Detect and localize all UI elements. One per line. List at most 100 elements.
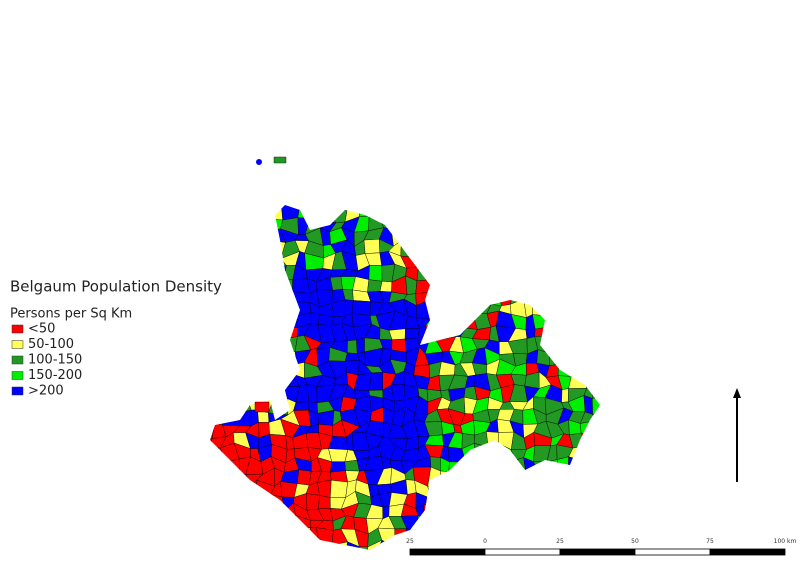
district	[558, 470, 569, 485]
district	[393, 544, 402, 550]
district	[543, 470, 563, 482]
district	[238, 337, 252, 356]
district	[318, 540, 333, 550]
district	[210, 506, 216, 519]
district	[558, 253, 571, 270]
district	[356, 546, 368, 550]
district	[509, 457, 527, 474]
district	[607, 251, 623, 268]
district	[210, 205, 214, 207]
district	[223, 359, 238, 372]
district	[210, 386, 226, 401]
district	[319, 205, 330, 211]
district	[440, 470, 452, 486]
district	[212, 299, 225, 319]
district	[222, 302, 240, 319]
district	[452, 239, 467, 259]
district	[485, 216, 501, 232]
district	[236, 396, 252, 413]
district	[532, 461, 548, 475]
district	[437, 506, 454, 522]
district	[210, 371, 225, 388]
district	[568, 373, 587, 389]
district	[268, 396, 289, 416]
district	[597, 473, 600, 485]
district	[523, 292, 534, 300]
district	[308, 205, 320, 219]
district	[416, 266, 432, 282]
district	[224, 205, 235, 222]
district	[367, 279, 383, 293]
district	[557, 240, 574, 257]
district	[220, 539, 239, 550]
district	[213, 205, 227, 223]
district	[471, 205, 492, 211]
district	[474, 230, 492, 245]
scale-segment	[409, 548, 486, 556]
district	[351, 300, 371, 316]
district	[256, 372, 273, 390]
district	[356, 205, 372, 211]
scale-segment	[709, 548, 786, 556]
district	[261, 304, 274, 319]
district	[558, 339, 574, 353]
district	[561, 388, 569, 403]
district	[210, 491, 214, 510]
district	[472, 279, 491, 290]
district	[545, 230, 560, 244]
district	[567, 483, 586, 494]
district	[233, 230, 253, 245]
district	[498, 455, 515, 473]
district	[598, 335, 600, 354]
district	[210, 205, 227, 207]
district	[451, 214, 468, 235]
scale-label: 0	[483, 538, 487, 545]
district	[573, 527, 586, 545]
district	[592, 215, 600, 235]
district	[479, 495, 491, 511]
district	[212, 467, 222, 487]
district	[584, 334, 600, 354]
district	[283, 363, 298, 375]
district	[520, 220, 539, 235]
district	[536, 349, 550, 366]
legend-label: <50	[28, 322, 55, 337]
district	[549, 350, 563, 366]
district	[210, 350, 227, 365]
district	[487, 495, 500, 511]
district	[584, 348, 600, 367]
district	[235, 482, 252, 498]
district	[262, 240, 276, 253]
district	[268, 316, 288, 329]
district	[429, 205, 444, 220]
district	[485, 209, 499, 222]
district	[257, 335, 273, 352]
legend-swatch	[11, 324, 24, 334]
district	[222, 522, 237, 533]
district	[439, 484, 456, 496]
district	[569, 287, 589, 305]
district	[523, 205, 536, 209]
district	[368, 265, 383, 282]
district	[210, 374, 212, 391]
district	[257, 540, 273, 550]
district	[440, 217, 455, 235]
district	[591, 383, 600, 399]
district	[474, 467, 492, 487]
district	[585, 274, 598, 292]
legend-swatch	[11, 386, 24, 396]
district	[223, 354, 239, 366]
district	[609, 301, 617, 315]
district	[571, 364, 587, 377]
district	[424, 324, 440, 341]
district	[582, 506, 598, 523]
district	[473, 443, 492, 463]
district	[297, 205, 311, 219]
district	[441, 205, 452, 211]
district	[237, 346, 252, 366]
district	[570, 300, 583, 317]
district	[375, 205, 396, 206]
district	[473, 509, 491, 516]
district	[436, 316, 452, 327]
